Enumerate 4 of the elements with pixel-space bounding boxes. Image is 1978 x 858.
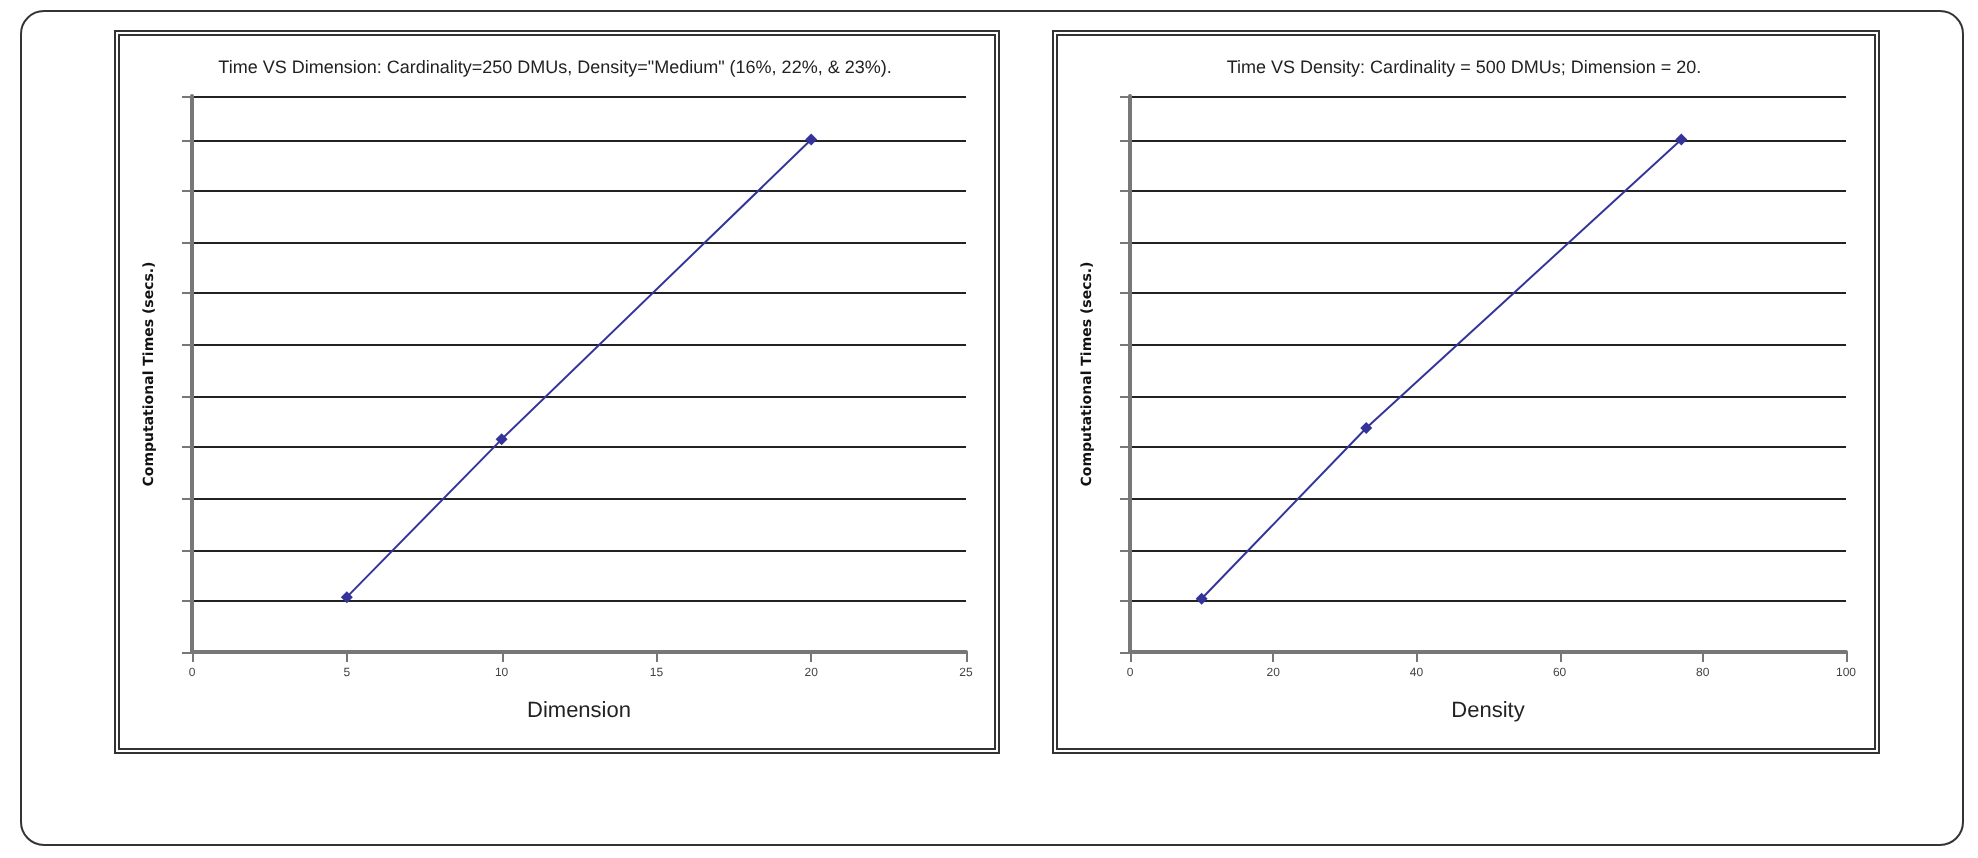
x-axis-title: Density <box>1451 699 1526 723</box>
chart-title: Time VS Dimension: Cardinality=250 DMUs, Density="Medium" (16%, 22%, & 23%). <box>218 57 892 77</box>
x-axis-title: Dimension <box>527 699 631 723</box>
chart-title: Time VS Density: Cardinality = 500 DMUs; Dimension = 20. <box>1226 57 1702 77</box>
